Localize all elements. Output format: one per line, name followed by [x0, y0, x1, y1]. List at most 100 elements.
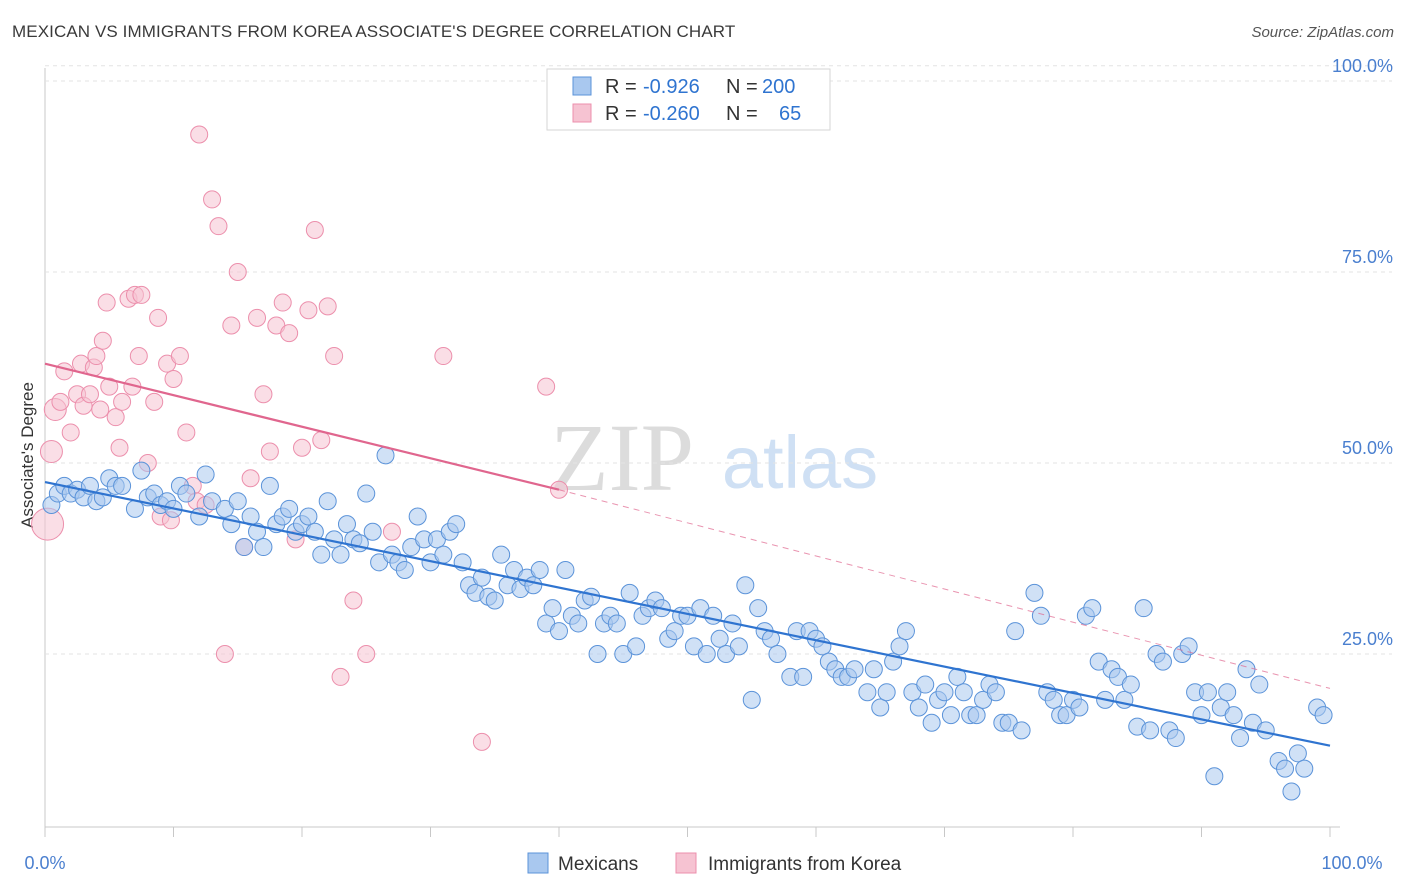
point-korea	[113, 392, 132, 411]
point-mexicans	[1231, 729, 1250, 748]
legend-r-value-2: -0.260	[643, 103, 700, 125]
point-mexicans	[492, 545, 511, 564]
point-mexicans	[967, 706, 986, 725]
point-mexicans	[1166, 729, 1185, 748]
legend-n-value-1: 200	[762, 76, 795, 98]
point-korea	[331, 667, 350, 686]
point-mexicans	[569, 614, 588, 633]
point-korea	[254, 385, 273, 404]
watermark: ZIP atlas	[550, 404, 878, 511]
x-tick-label-max: 100.0%	[1321, 853, 1382, 873]
point-korea	[209, 217, 228, 236]
trend-line-korea	[44, 362, 560, 491]
point-mexicans	[1012, 721, 1031, 740]
point-mexicans	[177, 484, 196, 503]
point-mexicans	[1153, 652, 1172, 671]
point-korea	[293, 438, 311, 457]
point-mexicans	[909, 698, 928, 717]
point-mexicans	[1224, 706, 1243, 725]
point-korea	[93, 331, 112, 350]
point-korea	[215, 645, 234, 663]
point-korea	[537, 377, 556, 396]
point-korea	[357, 645, 376, 663]
point-mexicans	[318, 492, 337, 511]
point-korea	[472, 732, 491, 751]
point-mexicans	[524, 576, 543, 595]
point-mexicans	[337, 515, 356, 534]
point-mexicans	[935, 683, 954, 702]
point-mexicans	[1141, 721, 1160, 740]
point-korea	[80, 385, 99, 404]
point-korea	[325, 347, 344, 366]
point-mexicans	[697, 645, 716, 663]
x-ticks	[44, 827, 1331, 837]
watermark-zip: ZIP	[550, 404, 694, 511]
legend-n-value-2: 65	[779, 103, 801, 125]
point-korea	[97, 293, 116, 312]
bottom-legend-label-mexicans: Mexicans	[558, 854, 638, 875]
point-mexicans	[1218, 683, 1237, 702]
point-mexicans	[1276, 759, 1295, 778]
point-korea	[61, 423, 80, 442]
point-mexicans	[588, 645, 607, 663]
point-mexicans	[1282, 782, 1301, 801]
point-mexicans	[280, 499, 299, 518]
point-mexicans	[582, 587, 601, 606]
legend-r-label-2: R =	[605, 103, 637, 125]
point-mexicans	[1179, 637, 1198, 656]
point-korea	[203, 190, 222, 209]
chart-title: MEXICAN VS IMMIGRANTS FROM KOREA ASSOCIA…	[12, 22, 736, 41]
source-credit: Source: ZipAtlas.com	[1251, 24, 1394, 41]
point-mexicans	[627, 637, 646, 656]
y-tick-label: 50.0%	[1342, 438, 1393, 458]
legend-swatch-korea	[572, 103, 592, 123]
legend-r-value-1: -0.926	[643, 76, 700, 98]
point-korea	[170, 347, 189, 366]
point-mexicans	[485, 591, 504, 610]
point-korea	[344, 591, 363, 610]
point-mexicans	[357, 484, 376, 503]
point-mexicans	[530, 560, 549, 579]
gridlines	[45, 65, 1392, 655]
point-mexicans	[896, 622, 915, 641]
point-korea	[55, 362, 74, 381]
point-mexicans	[742, 690, 761, 709]
point-korea	[312, 431, 331, 450]
trend-line-korea-extrapolated	[558, 489, 1331, 689]
trend-line-mexicans	[44, 481, 1331, 747]
point-mexicans	[1134, 599, 1153, 618]
point-korea	[164, 369, 183, 388]
point-mexicans	[1083, 599, 1102, 618]
point-mexicans	[768, 645, 787, 663]
point-korea	[318, 297, 337, 316]
point-mexicans	[1121, 675, 1140, 694]
point-mexicans	[845, 660, 864, 679]
point-korea	[241, 469, 260, 488]
point-korea	[87, 347, 106, 366]
point-mexicans	[620, 583, 639, 602]
y-tick-label: 100.0%	[1332, 56, 1393, 76]
point-mexicans	[922, 713, 941, 732]
point-mexicans	[363, 522, 382, 541]
point-mexicans	[1295, 759, 1314, 778]
point-mexicans	[877, 683, 896, 702]
point-korea	[91, 400, 110, 419]
legend-swatch-mexicans	[572, 76, 592, 96]
point-korea	[106, 408, 125, 427]
point-mexicans	[132, 461, 151, 480]
point-korea	[248, 308, 267, 327]
point-mexicans	[729, 637, 748, 656]
point-mexicans	[434, 545, 453, 564]
point-mexicans	[260, 476, 279, 495]
point-mexicans	[1288, 744, 1307, 763]
point-mexicans	[1205, 767, 1224, 786]
point-mexicans	[736, 576, 755, 595]
point-mexicans	[864, 660, 883, 679]
point-mexicans	[235, 538, 254, 557]
point-mexicans	[1031, 606, 1050, 625]
series-korea-points	[31, 125, 568, 751]
point-korea	[260, 442, 279, 461]
point-mexicans	[794, 667, 813, 686]
bottom-legend-swatch-korea	[675, 852, 697, 874]
point-mexicans	[550, 622, 568, 641]
